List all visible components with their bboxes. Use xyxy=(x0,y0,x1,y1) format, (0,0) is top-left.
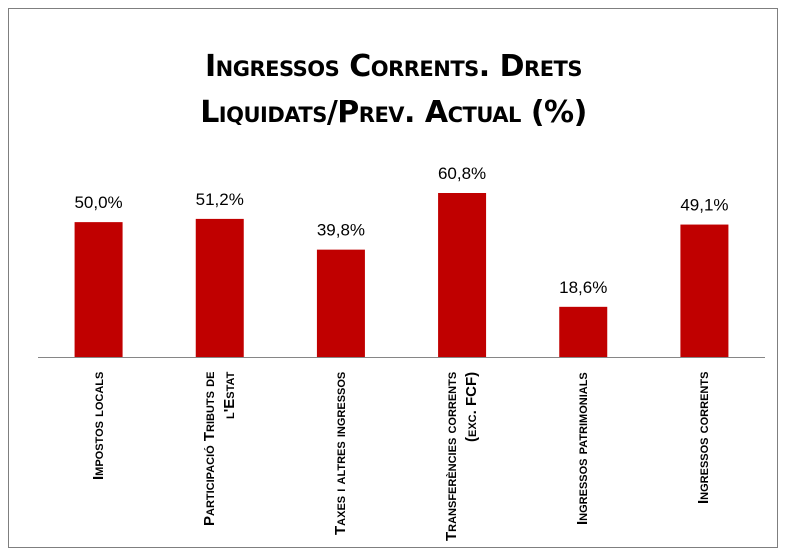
x-tick-label: Ingressos patrimonials xyxy=(574,372,592,525)
bar xyxy=(74,222,123,357)
bar xyxy=(316,249,365,357)
value-label: 51,2% xyxy=(196,190,244,209)
value-label: 18,6% xyxy=(559,278,607,297)
x-tick-label: Taxes i altres ingressos xyxy=(331,372,349,536)
value-label: 49,1% xyxy=(680,196,728,215)
chart-border xyxy=(8,8,778,548)
bar xyxy=(680,224,729,357)
value-label: 50,0% xyxy=(74,193,122,212)
x-tick-label: Participació Tributs de l'Estat xyxy=(200,372,238,527)
bar xyxy=(195,218,244,357)
value-label: 60,8% xyxy=(438,164,486,183)
value-label: 39,8% xyxy=(317,221,365,240)
bar xyxy=(559,306,608,357)
x-tick-label: Ingressos corrents xyxy=(695,372,713,505)
x-tick-label: Impostos locals xyxy=(89,372,107,481)
bar xyxy=(438,193,487,357)
x-tick-label: Transferències corrents (exc. FCF) xyxy=(443,372,481,542)
chart-title: Ingressos Corrents. Drets Liquidats/Prev… xyxy=(200,49,587,130)
